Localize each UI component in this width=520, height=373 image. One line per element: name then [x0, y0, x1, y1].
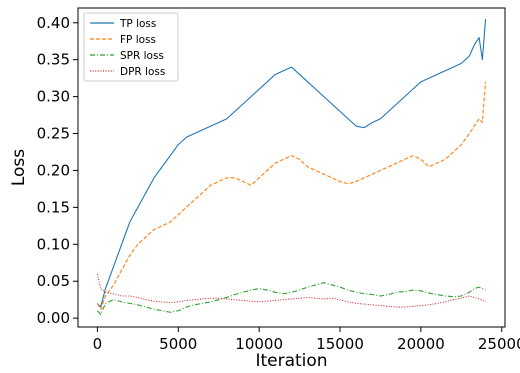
series-line-tp-loss — [96, 19, 487, 308]
y-axis-ticks: 0.00 0.05 0.10 0.15 0.20 0.25 0.30 0.35 0.40 — [37, 14, 78, 327]
legend-box — [83, 12, 179, 82]
x-tick-label: 0 — [93, 335, 103, 353]
series-line-fp-loss — [96, 81, 487, 310]
series-line-spr-loss — [96, 282, 486, 316]
y-tick-label: 0.05 — [37, 272, 70, 290]
x-tick-label: 10000 — [235, 335, 283, 353]
y-tick-label: 0.25 — [37, 125, 70, 143]
x-axis-label: Iteration — [255, 351, 327, 371]
series-group — [96, 19, 487, 316]
legend-label: TP loss — [119, 18, 156, 30]
legend-label: FP loss — [120, 34, 156, 46]
y-tick-label: 0.35 — [37, 51, 70, 69]
y-axis-label: Loss — [9, 149, 29, 186]
x-tick-label: 20000 — [397, 335, 445, 353]
series-line-dpr-loss — [96, 273, 486, 308]
legend-label: DPR loss — [120, 66, 165, 78]
legend-label: SPR loss — [120, 50, 164, 62]
y-tick-label: 0.20 — [37, 161, 70, 179]
y-tick-label: 0.15 — [37, 198, 70, 216]
y-tick-label: 0.00 — [37, 309, 70, 327]
y-tick-label: 0.30 — [37, 88, 70, 106]
x-tick-label: 5000 — [159, 335, 197, 353]
y-tick-label: 0.10 — [37, 235, 70, 253]
x-tick-label: 15000 — [316, 335, 364, 353]
y-tick-label: 0.40 — [37, 14, 70, 32]
plot-frame — [77, 7, 506, 328]
legend: TP loss FP loss SPR loss DPR loss — [83, 12, 179, 82]
